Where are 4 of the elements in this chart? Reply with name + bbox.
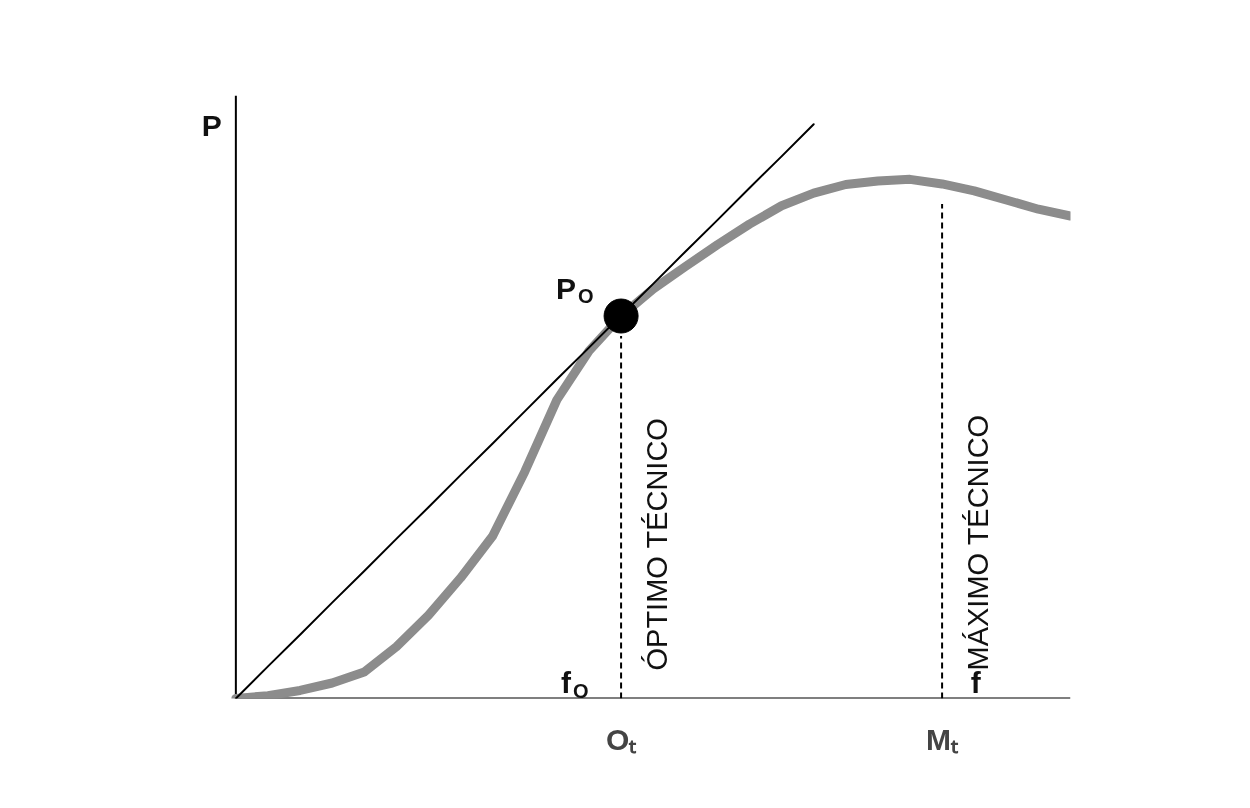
x-tick-label: Oₜ: [605, 722, 638, 756]
ref-line-label: ÓPTIMO TÉCNICO: [641, 418, 674, 671]
y-axis-title: P: [201, 109, 222, 142]
x-tick-label: Mₜ: [926, 722, 960, 756]
